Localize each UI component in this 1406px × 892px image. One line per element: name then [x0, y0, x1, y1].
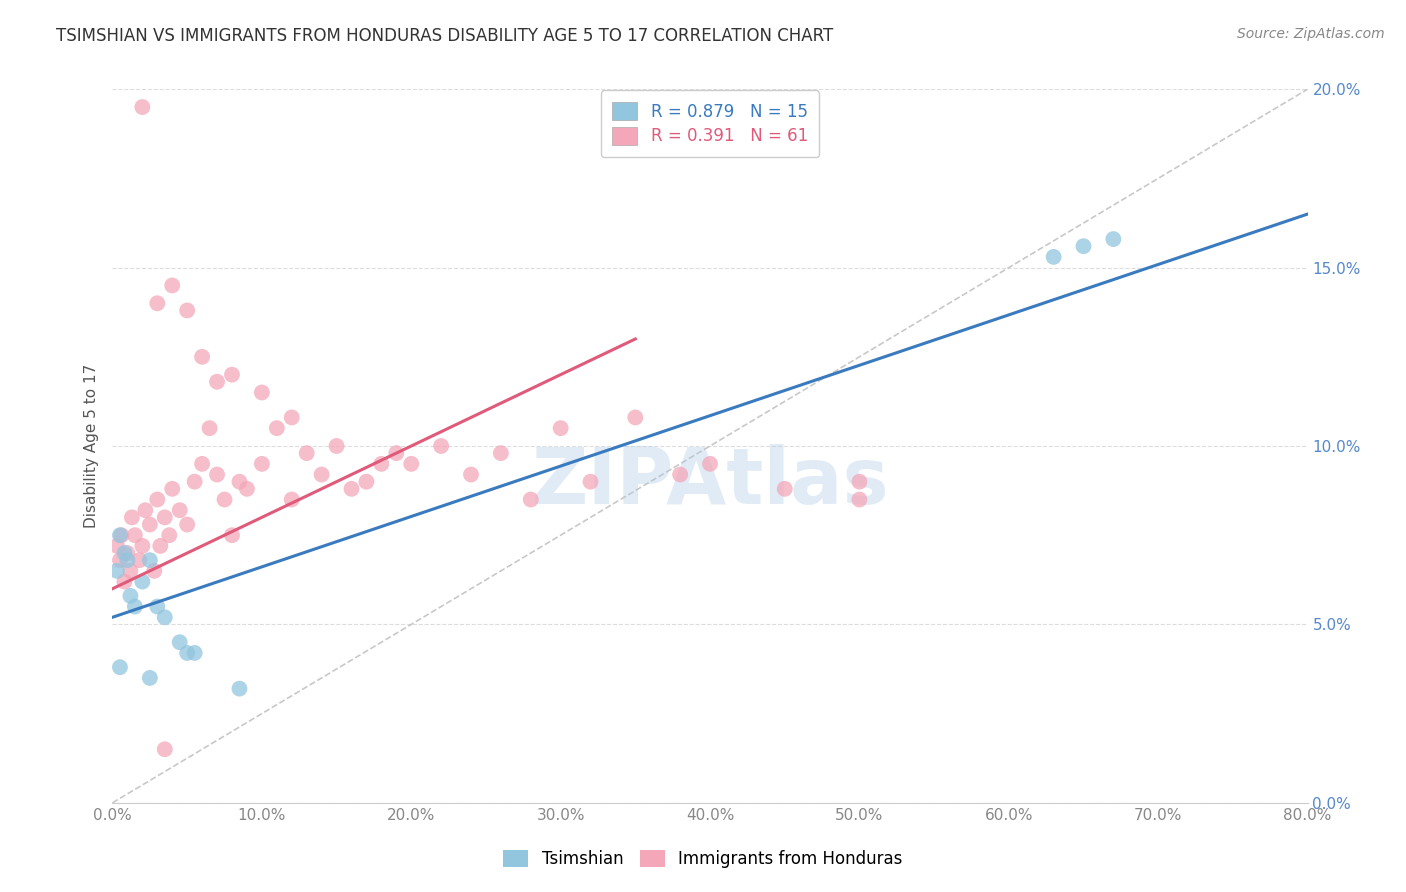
Point — [221, 528, 243, 542]
Point — [114, 546, 135, 560]
Point — [162, 278, 183, 293]
Point — [281, 492, 304, 507]
Point — [146, 492, 169, 507]
Point — [1073, 239, 1095, 253]
Point — [221, 368, 243, 382]
Point — [356, 475, 378, 489]
Point — [131, 100, 153, 114]
Point — [131, 574, 153, 589]
Point — [153, 610, 176, 624]
Point — [114, 574, 135, 589]
Point — [848, 475, 870, 489]
Point — [139, 671, 162, 685]
Text: TSIMSHIAN VS IMMIGRANTS FROM HONDURAS DISABILITY AGE 5 TO 17 CORRELATION CHART: TSIMSHIAN VS IMMIGRANTS FROM HONDURAS DI… — [56, 27, 834, 45]
Text: ZIPAtlas: ZIPAtlas — [531, 443, 889, 520]
Point — [153, 742, 176, 756]
Point — [157, 528, 180, 542]
Point — [139, 553, 162, 567]
Point — [198, 421, 221, 435]
Point — [124, 599, 146, 614]
Point — [624, 410, 647, 425]
Point — [579, 475, 602, 489]
Point — [105, 564, 128, 578]
Point — [153, 510, 176, 524]
Point — [370, 457, 392, 471]
Point — [131, 539, 153, 553]
Point — [340, 482, 363, 496]
Point — [191, 350, 214, 364]
Point — [176, 303, 198, 318]
Point — [385, 446, 408, 460]
Point — [250, 457, 273, 471]
Point — [205, 375, 228, 389]
Point — [143, 564, 166, 578]
Point — [120, 589, 142, 603]
Point — [149, 539, 172, 553]
Point — [128, 553, 150, 567]
Point — [120, 564, 142, 578]
Point — [176, 517, 198, 532]
Point — [110, 528, 132, 542]
Point — [228, 681, 250, 696]
Point — [146, 599, 169, 614]
Point — [281, 410, 304, 425]
Point — [250, 385, 273, 400]
Legend: R = 0.879   N = 15, R = 0.391   N = 61: R = 0.879 N = 15, R = 0.391 N = 61 — [600, 90, 820, 157]
Point — [699, 457, 721, 471]
Point — [520, 492, 543, 507]
Point — [311, 467, 333, 482]
Point — [176, 646, 198, 660]
Point — [169, 503, 191, 517]
Point — [162, 482, 183, 496]
Point — [236, 482, 259, 496]
Point — [108, 553, 131, 567]
Point — [489, 446, 512, 460]
Point — [183, 646, 205, 660]
Point — [124, 528, 146, 542]
Point — [295, 446, 318, 460]
Point — [773, 482, 796, 496]
Point — [401, 457, 423, 471]
Point — [460, 467, 482, 482]
Point — [117, 546, 139, 560]
Point — [430, 439, 453, 453]
Point — [205, 467, 228, 482]
Point — [108, 528, 131, 542]
Point — [169, 635, 191, 649]
Y-axis label: Disability Age 5 to 17: Disability Age 5 to 17 — [83, 364, 98, 528]
Legend: Tsimshian, Immigrants from Honduras: Tsimshian, Immigrants from Honduras — [496, 843, 910, 875]
Point — [214, 492, 236, 507]
Point — [105, 539, 128, 553]
Point — [848, 492, 870, 507]
Point — [550, 421, 572, 435]
Point — [183, 475, 205, 489]
Point — [139, 517, 162, 532]
Point — [266, 421, 288, 435]
Point — [134, 503, 156, 517]
Text: Source: ZipAtlas.com: Source: ZipAtlas.com — [1237, 27, 1385, 41]
Point — [228, 475, 250, 489]
Point — [1042, 250, 1064, 264]
Point — [191, 457, 214, 471]
Point — [121, 510, 143, 524]
Point — [325, 439, 347, 453]
Point — [108, 660, 131, 674]
Point — [146, 296, 169, 310]
Point — [117, 553, 139, 567]
Point — [1102, 232, 1125, 246]
Point — [669, 467, 692, 482]
